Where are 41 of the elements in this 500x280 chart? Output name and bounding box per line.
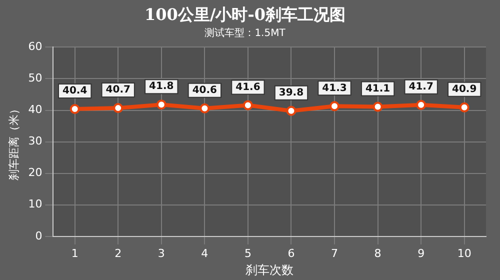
data-label: 40.9 — [452, 84, 477, 96]
point — [242, 100, 253, 110]
point — [200, 103, 210, 114]
point — [156, 100, 166, 110]
data-label: 41.6 — [236, 82, 260, 93]
y-tick-label: 40 — [28, 103, 42, 116]
point — [372, 102, 383, 112]
x-axis-title: 刹车次数 — [246, 262, 294, 277]
data-label: 41.1 — [365, 83, 390, 94]
x-tick-label: 6 — [288, 246, 295, 260]
point — [416, 100, 426, 110]
chart-title: 100公里/小时-0刹车工况图 — [144, 4, 346, 24]
y-axis-title: 刹车距离（米） — [7, 103, 20, 180]
data-label: 39.8 — [278, 87, 304, 98]
y-tick-label: 30 — [28, 134, 42, 148]
x-tick-label: 10 — [457, 246, 472, 260]
point — [286, 106, 296, 116]
x-tick-label: 2 — [114, 246, 122, 260]
x-tick-label: 4 — [201, 246, 208, 260]
y-tick-label: 60 — [28, 40, 42, 54]
point — [70, 104, 80, 114]
point — [113, 103, 124, 114]
data-label: 41.8 — [149, 81, 174, 92]
y-tick-label: 10 — [28, 198, 42, 211]
y-tick-label: 50 — [28, 72, 42, 85]
data-label: 40.6 — [192, 84, 218, 96]
x-tick-label: 1 — [71, 246, 78, 260]
x-tick-label: 7 — [331, 246, 338, 260]
data-label: 40.4 — [62, 86, 88, 97]
data-label: 41.3 — [322, 82, 347, 94]
chart-subtitle: 测试车型：1.5MT — [204, 26, 286, 39]
point — [459, 102, 470, 112]
x-tick-label: 5 — [244, 246, 252, 260]
data-label: 40.7 — [106, 84, 130, 96]
point — [330, 101, 340, 112]
x-tick-label: 3 — [158, 246, 165, 260]
y-tick-label: 0 — [35, 229, 42, 242]
y-tick-label: 20 — [28, 166, 42, 180]
x-tick-label: 9 — [418, 246, 425, 260]
data-label: 41.7 — [408, 82, 434, 92]
x-tick-label: 8 — [374, 246, 382, 260]
